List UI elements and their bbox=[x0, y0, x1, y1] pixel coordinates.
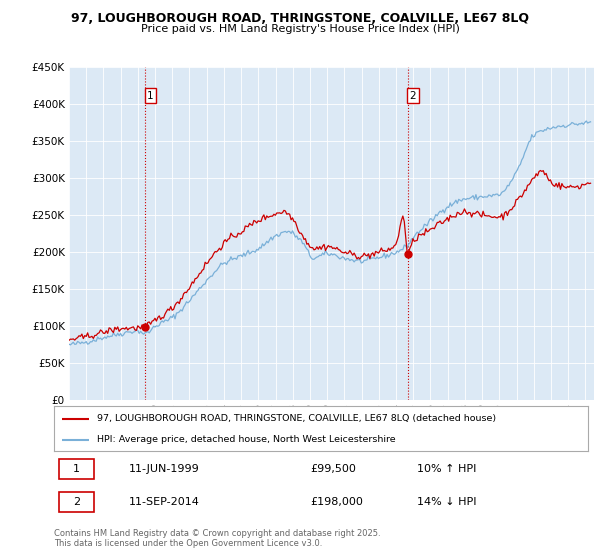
Text: 1: 1 bbox=[147, 91, 154, 101]
Text: £198,000: £198,000 bbox=[310, 497, 363, 507]
Text: 97, LOUGHBOROUGH ROAD, THRINGSTONE, COALVILLE, LE67 8LQ (detached house): 97, LOUGHBOROUGH ROAD, THRINGSTONE, COAL… bbox=[97, 414, 496, 423]
Text: 2: 2 bbox=[410, 91, 416, 101]
Text: 97, LOUGHBOROUGH ROAD, THRINGSTONE, COALVILLE, LE67 8LQ: 97, LOUGHBOROUGH ROAD, THRINGSTONE, COAL… bbox=[71, 12, 529, 25]
Text: HPI: Average price, detached house, North West Leicestershire: HPI: Average price, detached house, Nort… bbox=[97, 435, 395, 444]
FancyBboxPatch shape bbox=[59, 492, 94, 512]
FancyBboxPatch shape bbox=[59, 459, 94, 479]
Text: 11-JUN-1999: 11-JUN-1999 bbox=[129, 464, 200, 474]
Text: 14% ↓ HPI: 14% ↓ HPI bbox=[417, 497, 476, 507]
Text: 10% ↑ HPI: 10% ↑ HPI bbox=[417, 464, 476, 474]
Text: 2: 2 bbox=[73, 497, 80, 507]
Text: Price paid vs. HM Land Registry's House Price Index (HPI): Price paid vs. HM Land Registry's House … bbox=[140, 24, 460, 34]
Text: 1: 1 bbox=[73, 464, 80, 474]
Text: 11-SEP-2014: 11-SEP-2014 bbox=[129, 497, 200, 507]
Text: £99,500: £99,500 bbox=[310, 464, 356, 474]
Text: Contains HM Land Registry data © Crown copyright and database right 2025.
This d: Contains HM Land Registry data © Crown c… bbox=[54, 529, 380, 548]
